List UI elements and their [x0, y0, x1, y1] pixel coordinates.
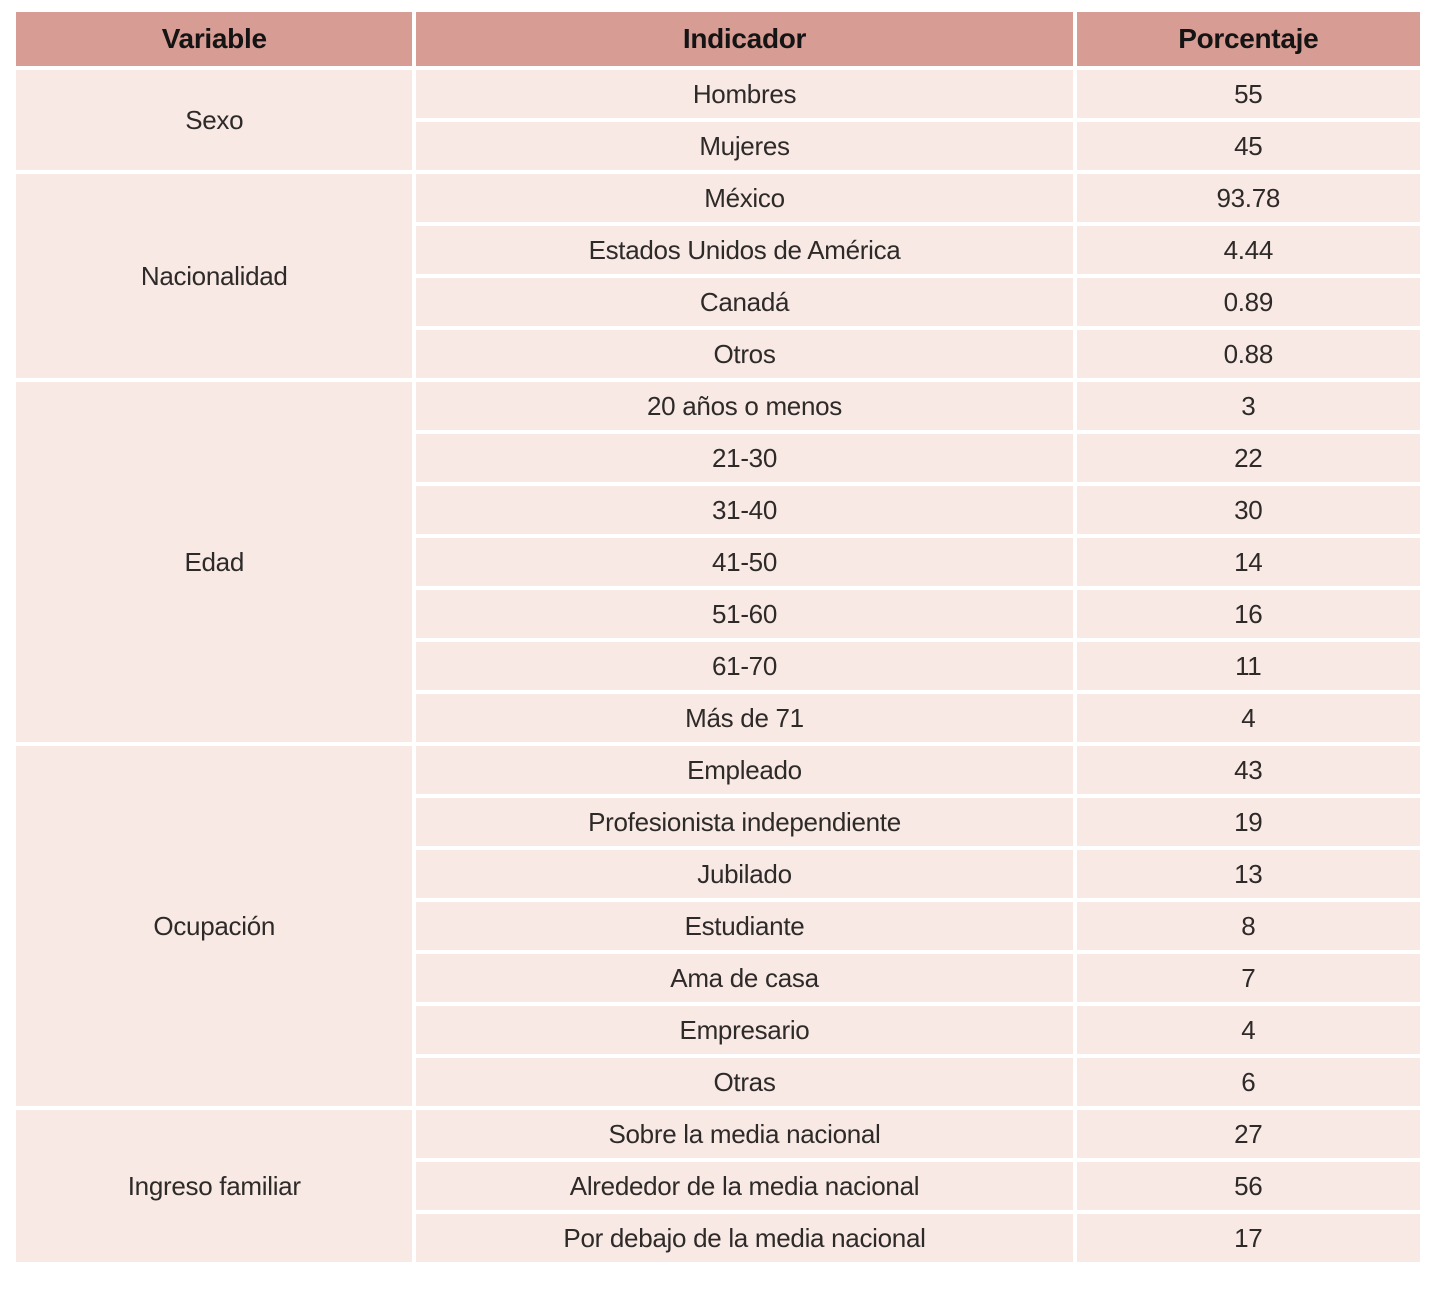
- column-header-indicator: Indicador: [416, 12, 1073, 66]
- table-row: 31-40 30: [16, 486, 1420, 534]
- demographics-table: Variable Indicador Porcentaje Sexo Hombre…: [12, 8, 1424, 1266]
- percentage-cell: 6: [1076, 1058, 1420, 1106]
- indicator-cell: Estudiante: [416, 902, 1073, 950]
- indicator-cell: Canadá: [416, 278, 1073, 326]
- indicator-cell: Mujeres: [416, 122, 1073, 170]
- percentage-cell: 45: [1076, 122, 1420, 170]
- indicator-cell: Empleado: [416, 746, 1073, 794]
- indicator-cell: 51-60: [416, 590, 1073, 638]
- percentage-cell: 8: [1076, 902, 1420, 950]
- table-row: Mujeres 45: [16, 122, 1420, 170]
- percentage-cell: 17: [1076, 1214, 1420, 1262]
- indicator-cell: Ama de casa: [416, 954, 1073, 1002]
- percentage-cell: 11: [1076, 642, 1420, 690]
- indicator-cell: Sobre la media nacional: [416, 1110, 1073, 1158]
- table-row: Empresario 4: [16, 1006, 1420, 1054]
- table-row: Profesionista independiente 19: [16, 798, 1420, 846]
- table-row: Estados Unidos de América 4.44: [16, 226, 1420, 274]
- header-row: Variable Indicador Porcentaje: [16, 12, 1420, 66]
- table-row: 21-30 22: [16, 434, 1420, 482]
- percentage-cell: 30: [1076, 486, 1420, 534]
- percentage-cell: 27: [1076, 1110, 1420, 1158]
- percentage-cell: 4: [1076, 694, 1420, 742]
- variable-cell: Ingreso familiar: [16, 1110, 413, 1262]
- indicator-cell: 31-40: [416, 486, 1073, 534]
- table-row: Ama de casa 7: [16, 954, 1420, 1002]
- indicator-cell: Alrededor de la media nacional: [416, 1162, 1073, 1210]
- indicator-cell: Jubilado: [416, 850, 1073, 898]
- percentage-cell: 16: [1076, 590, 1420, 638]
- column-header-percentage: Porcentaje: [1076, 12, 1420, 66]
- table-row: 61-70 11: [16, 642, 1420, 690]
- table-row: 51-60 16: [16, 590, 1420, 638]
- percentage-cell: 3: [1076, 382, 1420, 430]
- table-row: 41-50 14: [16, 538, 1420, 586]
- table-row: Jubilado 13: [16, 850, 1420, 898]
- percentage-cell: 0.88: [1076, 330, 1420, 378]
- table-row: Sexo Hombres 55: [16, 70, 1420, 170]
- table-row: Ingreso familiar Sobre la media nacional 2…: [16, 1110, 1420, 1262]
- table-row: Más de 71 4: [16, 694, 1420, 742]
- table-row: Edad 20 años o menos 3: [16, 382, 1420, 742]
- indicator-cell: Otras: [416, 1058, 1073, 1106]
- indicator-cell: Por debajo de la media nacional: [416, 1214, 1073, 1262]
- table-row: Ocupación Empleado 43: [16, 746, 1420, 1106]
- percentage-cell: 56: [1076, 1162, 1420, 1210]
- table-row: Otros 0.88: [16, 330, 1420, 378]
- percentage-cell: 4: [1076, 1006, 1420, 1054]
- indicator-cell: México: [416, 174, 1073, 222]
- percentage-cell: 55: [1076, 70, 1420, 118]
- table-body: Sexo Hombres 55 Mujeres 45 Nacionalidad México…: [16, 70, 1420, 1262]
- indicator-cell: 20 años o menos: [416, 382, 1073, 430]
- indicator-cell: Profesionista independiente: [416, 798, 1073, 846]
- table-header: Variable Indicador Porcentaje: [16, 12, 1420, 66]
- percentage-cell: 7: [1076, 954, 1420, 1002]
- variable-cell: Sexo: [16, 70, 413, 170]
- table-row: Alrededor de la media nacional 56: [16, 1162, 1420, 1210]
- indicator-cell: 21-30: [416, 434, 1073, 482]
- indicator-cell: Otros: [416, 330, 1073, 378]
- percentage-cell: 13: [1076, 850, 1420, 898]
- percentage-cell: 0.89: [1076, 278, 1420, 326]
- variable-cell: Nacionalidad: [16, 174, 413, 378]
- indicator-cell: Hombres: [416, 70, 1073, 118]
- percentage-cell: 14: [1076, 538, 1420, 586]
- percentage-cell: 43: [1076, 746, 1420, 794]
- column-header-variable: Variable: [16, 12, 413, 66]
- indicator-cell: 61-70: [416, 642, 1073, 690]
- indicator-cell: 41-50: [416, 538, 1073, 586]
- variable-cell: Edad: [16, 382, 413, 742]
- variable-cell: Ocupación: [16, 746, 413, 1106]
- indicator-cell: Más de 71: [416, 694, 1073, 742]
- table-row: Estudiante 8: [16, 902, 1420, 950]
- indicator-cell: Estados Unidos de América: [416, 226, 1073, 274]
- percentage-cell: 22: [1076, 434, 1420, 482]
- table-row: Otras 6: [16, 1058, 1420, 1106]
- table-row: Canadá 0.89: [16, 278, 1420, 326]
- table-row: Nacionalidad México 93.78: [16, 174, 1420, 378]
- percentage-cell: 4.44: [1076, 226, 1420, 274]
- percentage-cell: 19: [1076, 798, 1420, 846]
- indicator-cell: Empresario: [416, 1006, 1073, 1054]
- percentage-cell: 93.78: [1076, 174, 1420, 222]
- table-row: Por debajo de la media nacional 17: [16, 1214, 1420, 1262]
